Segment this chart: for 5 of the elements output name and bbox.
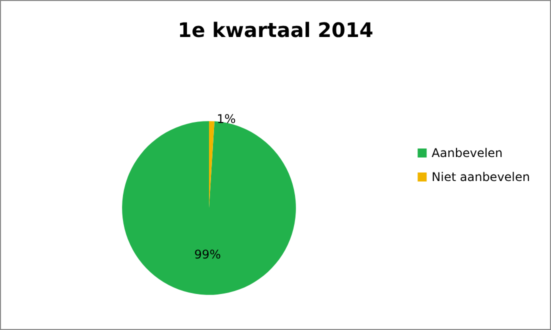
data-label: 99% bbox=[194, 247, 221, 262]
data-label: 1% bbox=[216, 112, 236, 126]
chart-title: 1e kwartaal 2014 bbox=[178, 18, 374, 42]
legend-label: Aanbevelen bbox=[432, 146, 503, 160]
legend-label: Niet aanbevelen bbox=[432, 170, 530, 184]
